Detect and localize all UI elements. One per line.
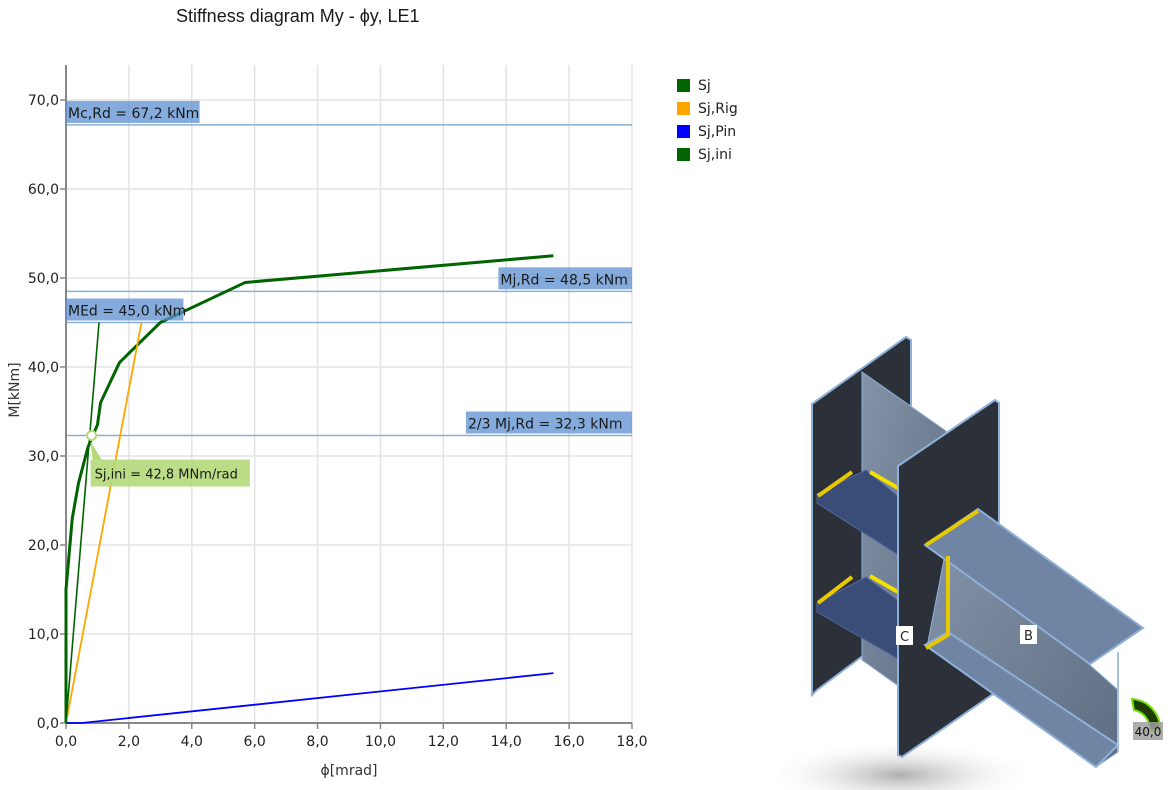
y-tick-label: 0,0 [37,716,59,732]
x-tick-label: 14,0 [491,734,522,750]
ground-shadow [780,740,1040,790]
legend-swatch-icon [677,102,690,115]
y-tick-label: 10,0 [28,627,59,643]
annotation-label: Mc,Rd = 67,2 kNm [66,100,200,123]
moment-load-icon[interactable]: 40,0 [1130,697,1163,740]
legend-item-sj-pin[interactable]: Sj,Pin [677,120,738,143]
series-sj-pin[interactable] [66,672,554,724]
legend-swatch-icon [677,125,690,138]
column-label[interactable]: C [896,626,913,645]
beam [923,507,1145,769]
svg-text:Sj,ini = 42,8 MNm/rad: Sj,ini = 42,8 MNm/rad [95,468,238,483]
stiffness-chart: 0,0 2,0 4,0 6,0 8,0 10,0 12,0 14,0 16,0 18,0 0,0 10… [7,65,648,779]
x-tick-label: 16,0 [554,734,585,750]
svg-text:B: B [1024,629,1033,644]
stiffener-plates [816,469,901,661]
axes: 0,0 2,0 4,0 6,0 8,0 10,0 12,0 14,0 16,0 18,0 0,0 10… [28,65,648,750]
x-tick-label: 2,0 [118,734,140,750]
data-series [64,254,554,724]
series-sj-ini[interactable] [65,322,100,724]
legend-label: Sj,Pin [698,123,737,140]
legend-label: Sj,Rig [698,100,738,117]
legend-item-sj-rig[interactable]: Sj,Rig [677,97,738,120]
svg-text:Mj,Rd = 48,5 kNm: Mj,Rd = 48,5 kNm [500,272,628,288]
annotation-label: MEd = 45,0 kNm [66,298,186,321]
svg-text:2/3 Mj,Rd = 32,3 kNm: 2/3 Mj,Rd = 32,3 kNm [468,417,623,433]
series-sj-rig[interactable] [65,322,143,724]
x-tick-label: 0,0 [55,734,77,750]
legend-item-sj[interactable]: Sj [677,74,738,97]
y-tick-label: 30,0 [28,449,59,465]
grid-lines [66,65,633,723]
chart-title: Stiffness diagram My - ϕy, LE1 [176,6,420,26]
annotation-lines [66,124,632,437]
x-tick-label: 8,0 [306,734,328,750]
joint-3d-model[interactable]: C B 40,0 [780,320,1173,790]
y-tick-label: 20,0 [28,538,59,554]
svg-text:Mc,Rd = 67,2 kNm: Mc,Rd = 67,2 kNm [68,106,199,122]
annotation-labels: Mc,Rd = 67,2 kNm Mj,Rd = 48,5 kNm MEd = 45… [66,100,632,434]
x-tick-label: 10,0 [365,734,396,750]
y-tick-label: 60,0 [28,182,59,198]
legend-label: Sj [698,77,711,94]
x-tick-label: 12,0 [428,734,459,750]
svg-text:MEd = 45,0 kNm: MEd = 45,0 kNm [68,304,186,320]
x-axis-title: ϕ[mrad] [320,763,377,779]
series-sj[interactable] [64,254,554,723]
legend-item-sj-ini[interactable]: Sj,ini [677,143,738,166]
svg-text:C: C [900,630,909,645]
x-tick-label: 6,0 [244,734,266,750]
y-tick-label: 50,0 [28,271,59,287]
legend-swatch-icon [677,148,690,161]
moment-value-label: 40,0 [1135,725,1162,739]
x-tick-label: 18,0 [616,734,647,750]
y-axis-title: M[kNm] [7,362,23,417]
chart-legend: Sj Sj,Rig Sj,Pin Sj,ini [677,74,738,166]
sj-ini-callout: Sj,ini = 42,8 MNm/rad [86,430,250,487]
x-tick-label: 4,0 [181,734,203,750]
legend-label: Sj,ini [698,146,732,163]
y-tick-label: 40,0 [28,360,59,376]
beam-label[interactable]: B [1020,625,1037,644]
y-tick-label: 70,0 [28,93,59,109]
annotation-label: 2/3 Mj,Rd = 32,3 kNm [466,411,632,434]
annotation-label: Mj,Rd = 48,5 kNm [498,267,632,290]
legend-swatch-icon [677,79,690,92]
